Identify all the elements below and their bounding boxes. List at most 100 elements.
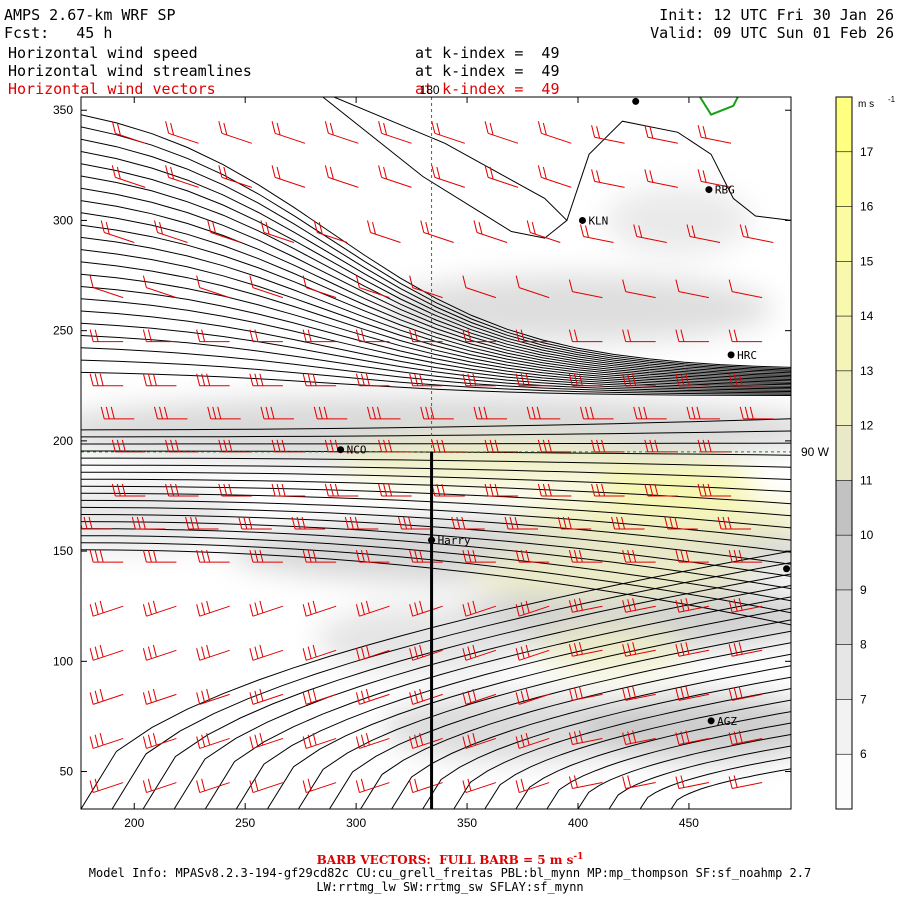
barb-feather [633, 224, 638, 237]
barb-feather [738, 686, 743, 699]
barb-feather [99, 600, 104, 613]
barb-feather [360, 602, 365, 615]
streamline [142, 573, 791, 809]
barb-feather [578, 598, 583, 611]
y-tick-label: 100 [53, 654, 73, 668]
colorbar-segment [836, 644, 852, 700]
barb-feather [409, 549, 414, 563]
barb-feather [249, 275, 254, 288]
barb-legend: BARB VECTORS: FULL BARB = 5 m s-1 [316, 852, 584, 867]
speed-band [382, 274, 774, 343]
barb-feather [707, 439, 712, 453]
barb-feather [591, 439, 596, 453]
barb-feather [271, 165, 276, 178]
speed-core [535, 626, 687, 675]
wind-speed-shading [81, 186, 791, 762]
barb-feather [360, 690, 365, 703]
barb-feather [94, 778, 99, 792]
coastline [566, 120, 791, 221]
barb-feather [573, 731, 578, 744]
barb-feather [302, 373, 307, 386]
barb-feather [355, 604, 360, 617]
barb-feather [611, 516, 616, 530]
station-dot [428, 536, 436, 544]
streamline [81, 528, 791, 590]
barb-feather [633, 406, 638, 419]
barb-feather [136, 516, 141, 530]
barb-feather [568, 688, 573, 701]
barb-feather [436, 483, 441, 497]
barb-feather [680, 373, 685, 386]
barb-feather [547, 439, 552, 453]
barb-feather [739, 224, 744, 237]
barb-feather [414, 602, 419, 615]
barb-feather [578, 686, 583, 699]
barb-feather [170, 439, 175, 453]
barb-feather [409, 780, 414, 793]
barb-feather [632, 730, 637, 743]
streamline [81, 310, 791, 390]
barb-feather [436, 122, 441, 136]
barb-feather [525, 688, 530, 702]
barb-feather [525, 644, 530, 658]
barb-feather [249, 648, 254, 661]
barb-feather [254, 690, 259, 703]
colorbar-segment [836, 206, 852, 262]
barb-feather [89, 736, 94, 749]
barb-feather [254, 734, 259, 747]
barb-feather [728, 329, 733, 342]
barb-feather [580, 224, 584, 237]
barb-feather [99, 733, 104, 746]
barb-feather [462, 692, 467, 705]
barb-feather [733, 599, 738, 612]
barb-feather [89, 329, 94, 342]
barb-feather [473, 220, 478, 233]
barb-feather [201, 734, 206, 747]
barb-feather [206, 688, 211, 702]
station-dot [337, 446, 345, 454]
streamline [81, 485, 791, 517]
barb-feather [206, 644, 211, 658]
field-speed-level: at k-index = 49 [415, 44, 560, 62]
barb-feather [111, 165, 116, 178]
barb-feather [365, 688, 370, 702]
barb-feather [201, 549, 206, 563]
barb-feather [355, 373, 360, 386]
y-tick-label: 250 [53, 324, 73, 338]
barb-feather [717, 516, 722, 530]
barb-feather [461, 516, 466, 530]
barb-feather [281, 483, 286, 497]
colorbar-segment [836, 699, 852, 755]
barb-feather [142, 329, 147, 342]
barb-feather [190, 516, 195, 530]
colorbar-segment [836, 535, 852, 590]
barb-feather [249, 692, 254, 705]
barb-feather [367, 406, 371, 419]
barb-feather [591, 125, 596, 138]
barb-feather [302, 275, 307, 288]
barb-feather [414, 778, 419, 792]
barb-feather [414, 373, 419, 386]
barb-feather [419, 600, 424, 613]
barb-feather [147, 602, 152, 615]
init-time: Init: 12 UTC Fri 30 Jan 26 [659, 6, 894, 24]
parallel-label: 90 W [801, 445, 830, 459]
barb-feather [355, 692, 360, 705]
barb-feather [420, 406, 425, 419]
barb-feather [483, 406, 488, 419]
colorbar-label: 9 [860, 583, 867, 597]
barb-feather [515, 549, 520, 563]
barb-feather [360, 329, 365, 342]
colorbar-segment [836, 480, 852, 536]
barb-feather [573, 775, 578, 788]
barb-feather [105, 406, 110, 419]
barb-feather [467, 373, 472, 386]
barb-feather [201, 646, 206, 659]
barb-feather [738, 373, 743, 386]
barb-feather [99, 688, 104, 702]
barb-feather [627, 731, 632, 744]
barb-feather [212, 222, 217, 235]
model-info: Model Info: MPASv8.2.3-194-gf29cd82c CU:… [88, 866, 812, 880]
barb-feather [378, 121, 383, 134]
speed-band [316, 605, 530, 674]
